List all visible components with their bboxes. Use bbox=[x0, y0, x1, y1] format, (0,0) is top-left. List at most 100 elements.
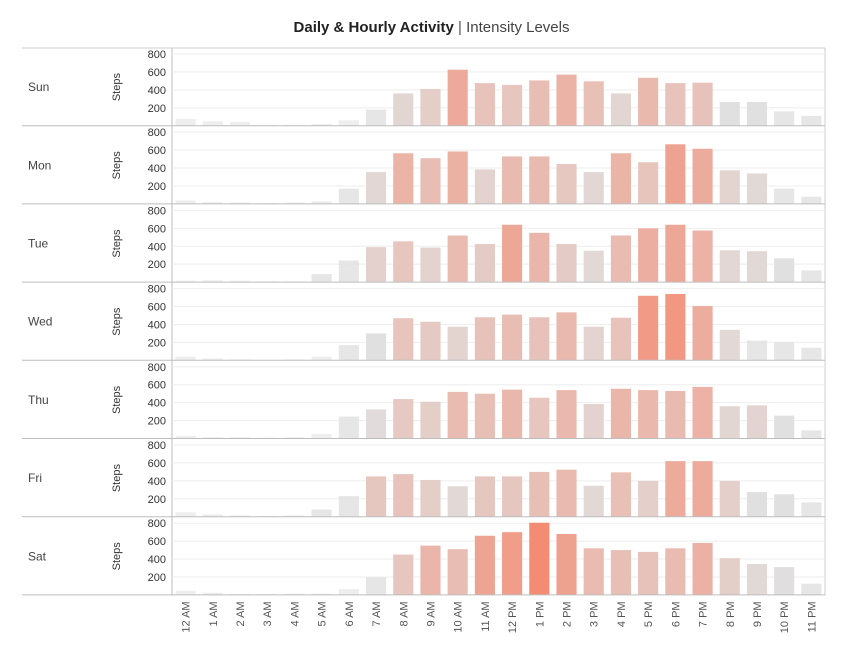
bar-sat-4 bbox=[284, 593, 305, 595]
bar-sat-19 bbox=[692, 542, 713, 595]
bar-tue-15 bbox=[583, 250, 604, 283]
bar-wed-14 bbox=[556, 312, 577, 361]
bar-sun-18 bbox=[665, 83, 686, 126]
y-tick-label: 600 bbox=[148, 380, 166, 392]
bar-mon-0 bbox=[175, 200, 196, 204]
y-tick-label: 400 bbox=[148, 85, 166, 97]
y-tick-label: 600 bbox=[148, 302, 166, 314]
bar-sun-15 bbox=[583, 81, 604, 126]
bar-sat-13 bbox=[529, 522, 550, 595]
bar-thu-14 bbox=[556, 390, 577, 439]
bar-fri-15 bbox=[583, 485, 604, 517]
bar-sun-13 bbox=[529, 80, 550, 126]
bar-wed-16 bbox=[610, 317, 631, 361]
y-tick-label: 600 bbox=[148, 67, 166, 79]
y-axis-label: Steps bbox=[111, 464, 123, 493]
y-axis-label: Steps bbox=[111, 229, 123, 258]
bar-sun-14 bbox=[556, 74, 577, 126]
bar-sun-22 bbox=[774, 111, 795, 126]
y-tick-label: 200 bbox=[148, 337, 166, 349]
x-tick-label: 6 PM bbox=[670, 601, 682, 627]
bar-wed-19 bbox=[692, 306, 713, 361]
y-tick-label: 200 bbox=[148, 103, 166, 115]
bar-mon-22 bbox=[774, 188, 795, 204]
x-tick-label: 1 AM bbox=[208, 601, 220, 626]
bar-tue-2 bbox=[229, 280, 251, 283]
y-tick-label: 400 bbox=[148, 554, 166, 566]
bar-wed-7 bbox=[366, 333, 387, 361]
bar-sun-11 bbox=[474, 83, 495, 126]
bar-sat-1 bbox=[202, 592, 223, 595]
bar-wed-5 bbox=[311, 356, 332, 361]
bar-wed-21 bbox=[746, 340, 768, 361]
bar-sun-17 bbox=[638, 77, 659, 126]
bar-tue-13 bbox=[529, 232, 550, 283]
y-axis-label: Steps bbox=[111, 73, 123, 102]
chart-subtitle: Intensity Levels bbox=[466, 19, 570, 36]
bar-wed-13 bbox=[529, 317, 550, 361]
x-tick-label: 10 AM bbox=[453, 601, 465, 632]
bar-fri-12 bbox=[502, 476, 523, 517]
bar-thu-18 bbox=[665, 391, 686, 439]
x-tick-label: 12 PM bbox=[507, 601, 519, 633]
bar-thu-19 bbox=[692, 386, 713, 439]
x-tick-label: 8 PM bbox=[725, 601, 737, 627]
bar-sun-1 bbox=[202, 121, 223, 126]
bar-sun-12 bbox=[502, 84, 523, 126]
bar-wed-15 bbox=[583, 326, 604, 361]
bar-mon-6 bbox=[338, 188, 359, 204]
bar-fri-2 bbox=[229, 515, 251, 517]
y-tick-label: 200 bbox=[148, 181, 166, 193]
y-tick-label: 400 bbox=[148, 319, 166, 331]
x-tick-label: 4 AM bbox=[289, 601, 301, 626]
x-tick-label: 2 AM bbox=[235, 601, 247, 626]
x-tick-label: 11 PM bbox=[806, 601, 818, 632]
bar-sat-15 bbox=[583, 548, 604, 595]
bar-thu-2 bbox=[229, 437, 251, 439]
bar-sat-8 bbox=[393, 554, 414, 595]
x-tick-label: 2 PM bbox=[562, 601, 574, 627]
bar-sun-2 bbox=[229, 122, 251, 126]
x-tick-label: 3 PM bbox=[589, 601, 601, 627]
bar-thu-0 bbox=[175, 435, 196, 439]
bar-mon-4 bbox=[284, 202, 305, 204]
bar-thu-10 bbox=[447, 391, 468, 439]
bar-mon-15 bbox=[583, 172, 604, 204]
chart-title: Daily & Hourly Activity | Intensity Leve… bbox=[0, 19, 863, 36]
bar-tue-1 bbox=[202, 280, 223, 283]
bar-thu-12 bbox=[502, 389, 523, 439]
day-label-mon: Mon bbox=[28, 158, 51, 172]
bar-tue-10 bbox=[447, 235, 468, 283]
bar-wed-20 bbox=[719, 329, 740, 361]
bar-sat-22 bbox=[774, 567, 795, 595]
bar-fri-10 bbox=[447, 486, 468, 517]
bar-wed-9 bbox=[420, 321, 441, 361]
bar-thu-5 bbox=[311, 434, 332, 439]
bar-sat-10 bbox=[447, 549, 468, 595]
x-tick-label: 4 PM bbox=[616, 601, 628, 627]
bar-sun-10 bbox=[447, 69, 468, 126]
bar-tue-8 bbox=[393, 241, 414, 283]
bar-mon-1 bbox=[202, 202, 223, 204]
bar-sun-9 bbox=[420, 88, 441, 126]
bar-thu-13 bbox=[529, 397, 550, 439]
bar-mon-9 bbox=[420, 158, 441, 204]
y-tick-label: 800 bbox=[148, 518, 166, 530]
bar-thu-17 bbox=[638, 390, 659, 439]
x-tick-label: 7 AM bbox=[371, 601, 383, 626]
bar-tue-20 bbox=[719, 250, 740, 283]
x-tick-label: 7 PM bbox=[698, 601, 710, 627]
bar-wed-17 bbox=[638, 295, 659, 361]
y-tick-label: 800 bbox=[148, 127, 166, 139]
x-tick-label: 12 AM bbox=[181, 601, 193, 632]
y-tick-label: 800 bbox=[148, 49, 166, 61]
bar-tue-16 bbox=[610, 235, 631, 283]
bar-fri-0 bbox=[175, 512, 196, 517]
bar-mon-10 bbox=[447, 151, 468, 204]
y-tick-label: 400 bbox=[148, 241, 166, 253]
bar-tue-14 bbox=[556, 244, 577, 283]
bar-wed-23 bbox=[801, 347, 822, 361]
bar-mon-16 bbox=[610, 153, 631, 204]
